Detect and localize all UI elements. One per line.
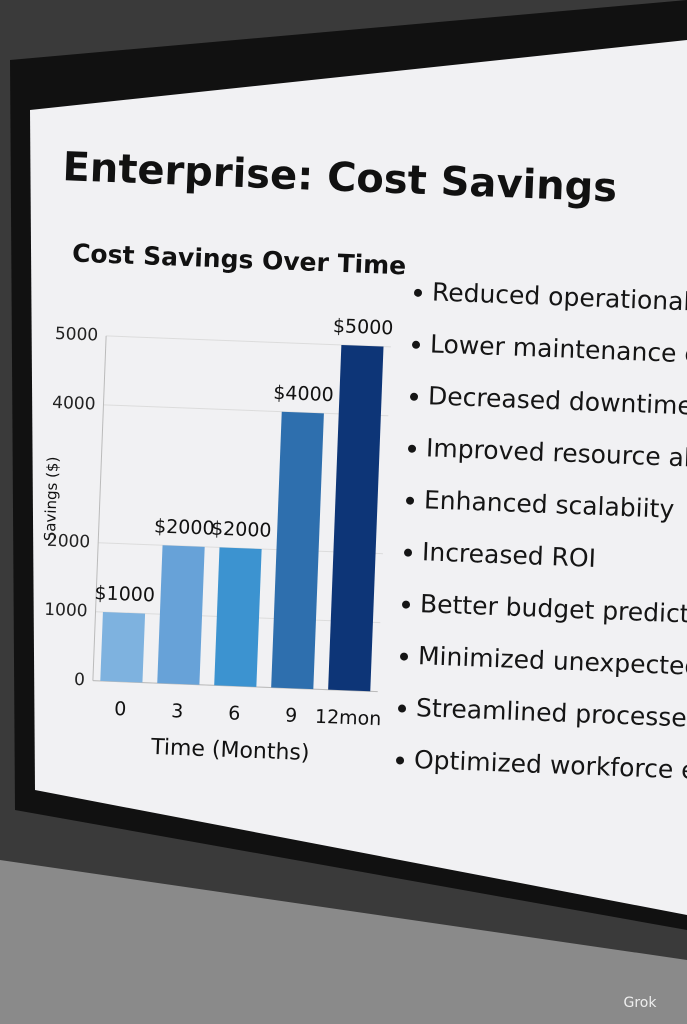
bullet-dot: [412, 340, 421, 349]
y-tick-label: 4000: [52, 393, 96, 415]
bar: [157, 545, 205, 685]
data-label: $5000: [333, 315, 394, 339]
x-tick-label: 3: [171, 700, 184, 722]
watermark: Grok: [624, 995, 658, 1011]
bullet-dot: [406, 496, 415, 505]
y-tick-label: 5000: [55, 324, 99, 346]
y-axis-label: Savings ($): [41, 456, 62, 541]
bullet-text: Increased ROI: [422, 537, 597, 573]
bullet-dot: [410, 392, 419, 401]
bullet-dot: [404, 548, 413, 557]
y-tick-label: 2000: [47, 531, 91, 553]
bullet-dot: [408, 444, 417, 453]
bar: [271, 411, 324, 690]
x-tick-label: 12mon: [315, 706, 382, 731]
bar: [214, 547, 262, 687]
data-label: $1000: [94, 582, 155, 606]
x-tick-label: 9: [285, 705, 298, 727]
y-tick-label: 0: [74, 670, 86, 690]
data-label: $4000: [273, 382, 334, 406]
data-label: $2000: [154, 515, 215, 539]
bullet-dot: [396, 756, 405, 765]
laptop-base: [0, 860, 687, 1024]
y-tick-label: 1000: [44, 600, 88, 622]
bar: [100, 611, 146, 683]
x-tick-label: 6: [228, 702, 241, 724]
y-axis: [92, 335, 107, 681]
data-label: $2000: [211, 518, 272, 542]
bar: [328, 344, 384, 692]
bullet-dot: [400, 652, 409, 661]
bullet-dot: [402, 600, 411, 609]
bullet-dot: [414, 288, 423, 297]
x-axis-label: Time (Months): [150, 735, 310, 766]
x-tick-label: 0: [114, 698, 127, 720]
slide: Enterprise: Cost Savings Cost Savings Ov…: [41, 144, 687, 788]
bullet-dot: [398, 704, 407, 713]
